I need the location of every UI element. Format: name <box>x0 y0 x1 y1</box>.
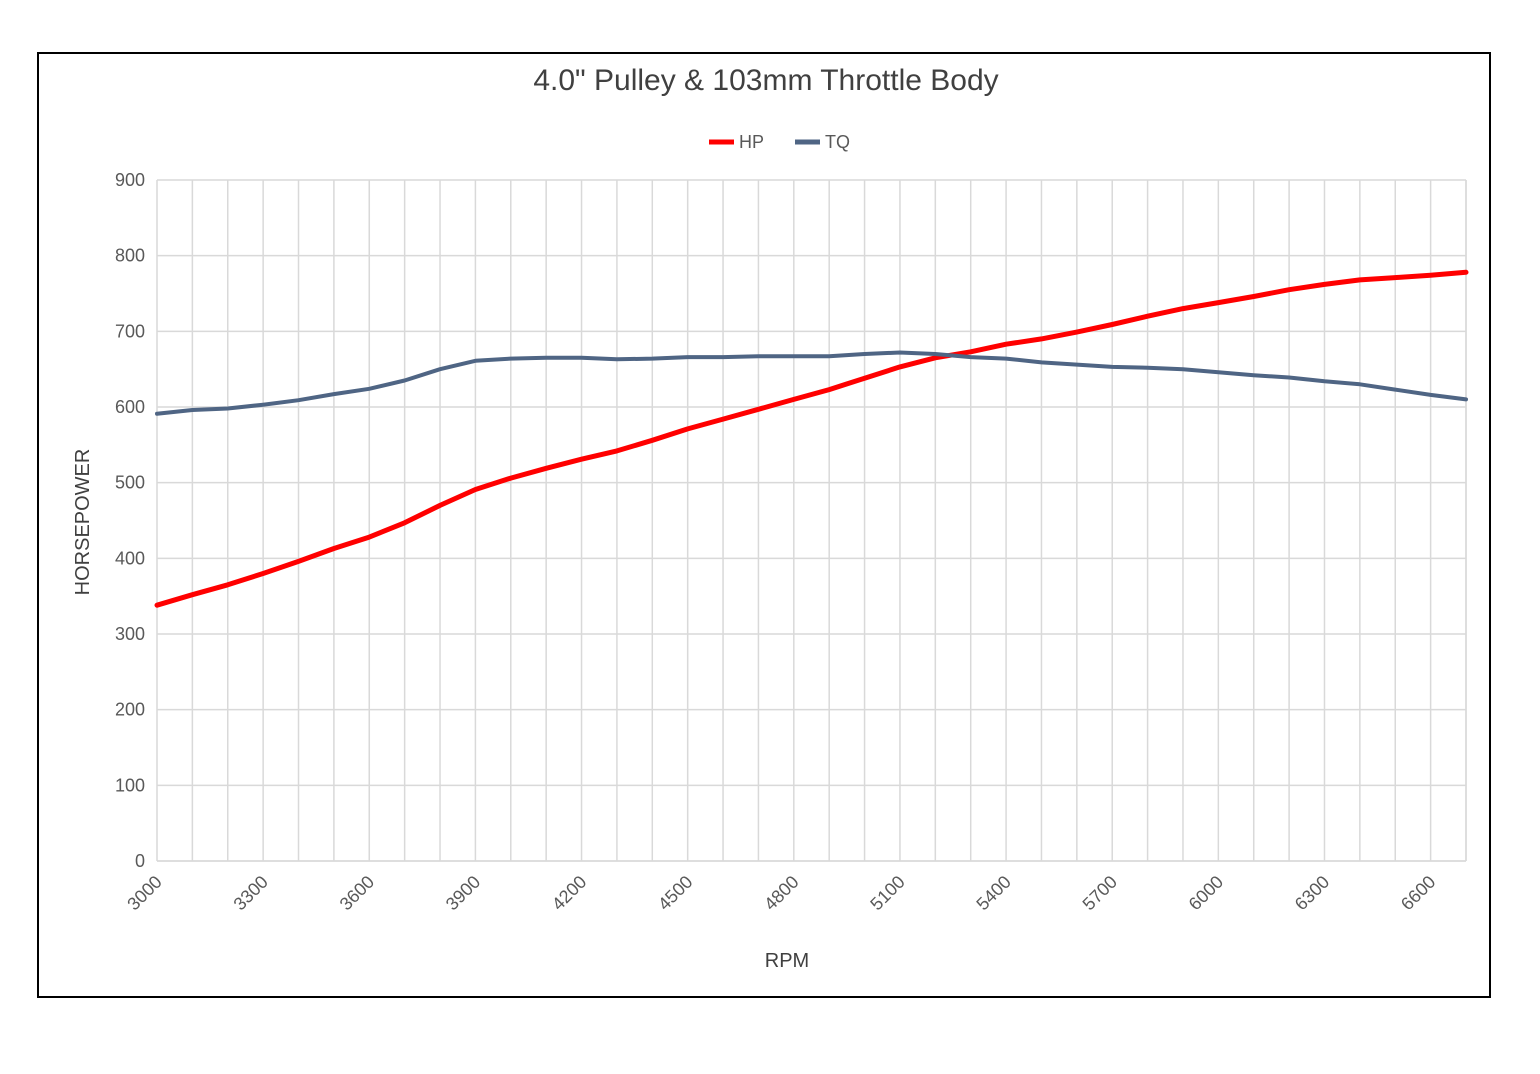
y-tick-label: 700 <box>115 321 145 341</box>
x-tick-label: 5700 <box>1079 872 1121 914</box>
series-line-tq <box>155 350 1468 416</box>
x-tick-label: 5100 <box>866 872 908 914</box>
y-axis-title: HORSEPOWER <box>72 449 94 596</box>
y-tick-label: 400 <box>115 548 145 568</box>
x-tick-label: 3000 <box>123 872 165 914</box>
x-tick-label: 6300 <box>1291 872 1333 914</box>
x-tick-label: 5400 <box>972 872 1014 914</box>
legend: HP TQ <box>709 132 850 152</box>
legend-hp-label: HP <box>739 132 764 152</box>
y-tick-label: 300 <box>115 624 145 644</box>
chart-title: 4.0" Pulley & 103mm Throttle Body <box>533 64 998 97</box>
x-tick-label: 4500 <box>654 872 696 914</box>
y-tick-label: 500 <box>115 473 145 493</box>
legend-tq-label: TQ <box>825 132 850 152</box>
x-tick-label: 4800 <box>760 872 802 914</box>
series <box>154 269 1469 608</box>
x-tick-label: 6600 <box>1397 872 1439 914</box>
x-axis-title: RPM <box>765 950 809 972</box>
y-tick-label: 900 <box>115 170 145 190</box>
y-tick-label: 800 <box>115 246 145 266</box>
x-tick-label: 3600 <box>336 872 378 914</box>
x-tick-label: 3300 <box>230 872 272 914</box>
grid <box>156 179 1467 862</box>
chart-frame: 0 100 200 300 400 500 600 700 800 900 3000 3300 3600… <box>37 52 1491 998</box>
x-tick-label: 4200 <box>548 872 590 914</box>
y-tick-label: 600 <box>115 397 145 417</box>
y-tick-label: 200 <box>115 700 145 720</box>
x-tick-label: 3900 <box>442 872 484 914</box>
line-chart: 0 100 200 300 400 500 600 700 800 900 3000 3300 3600… <box>72 64 1469 972</box>
axes: 0 100 200 300 400 500 600 700 800 900 3000 3300 3600… <box>115 170 1466 914</box>
y-tick-label: 0 <box>135 851 145 871</box>
series-line-hp <box>154 269 1469 608</box>
x-tick-label: 6000 <box>1185 872 1227 914</box>
y-tick-label: 100 <box>115 775 145 795</box>
